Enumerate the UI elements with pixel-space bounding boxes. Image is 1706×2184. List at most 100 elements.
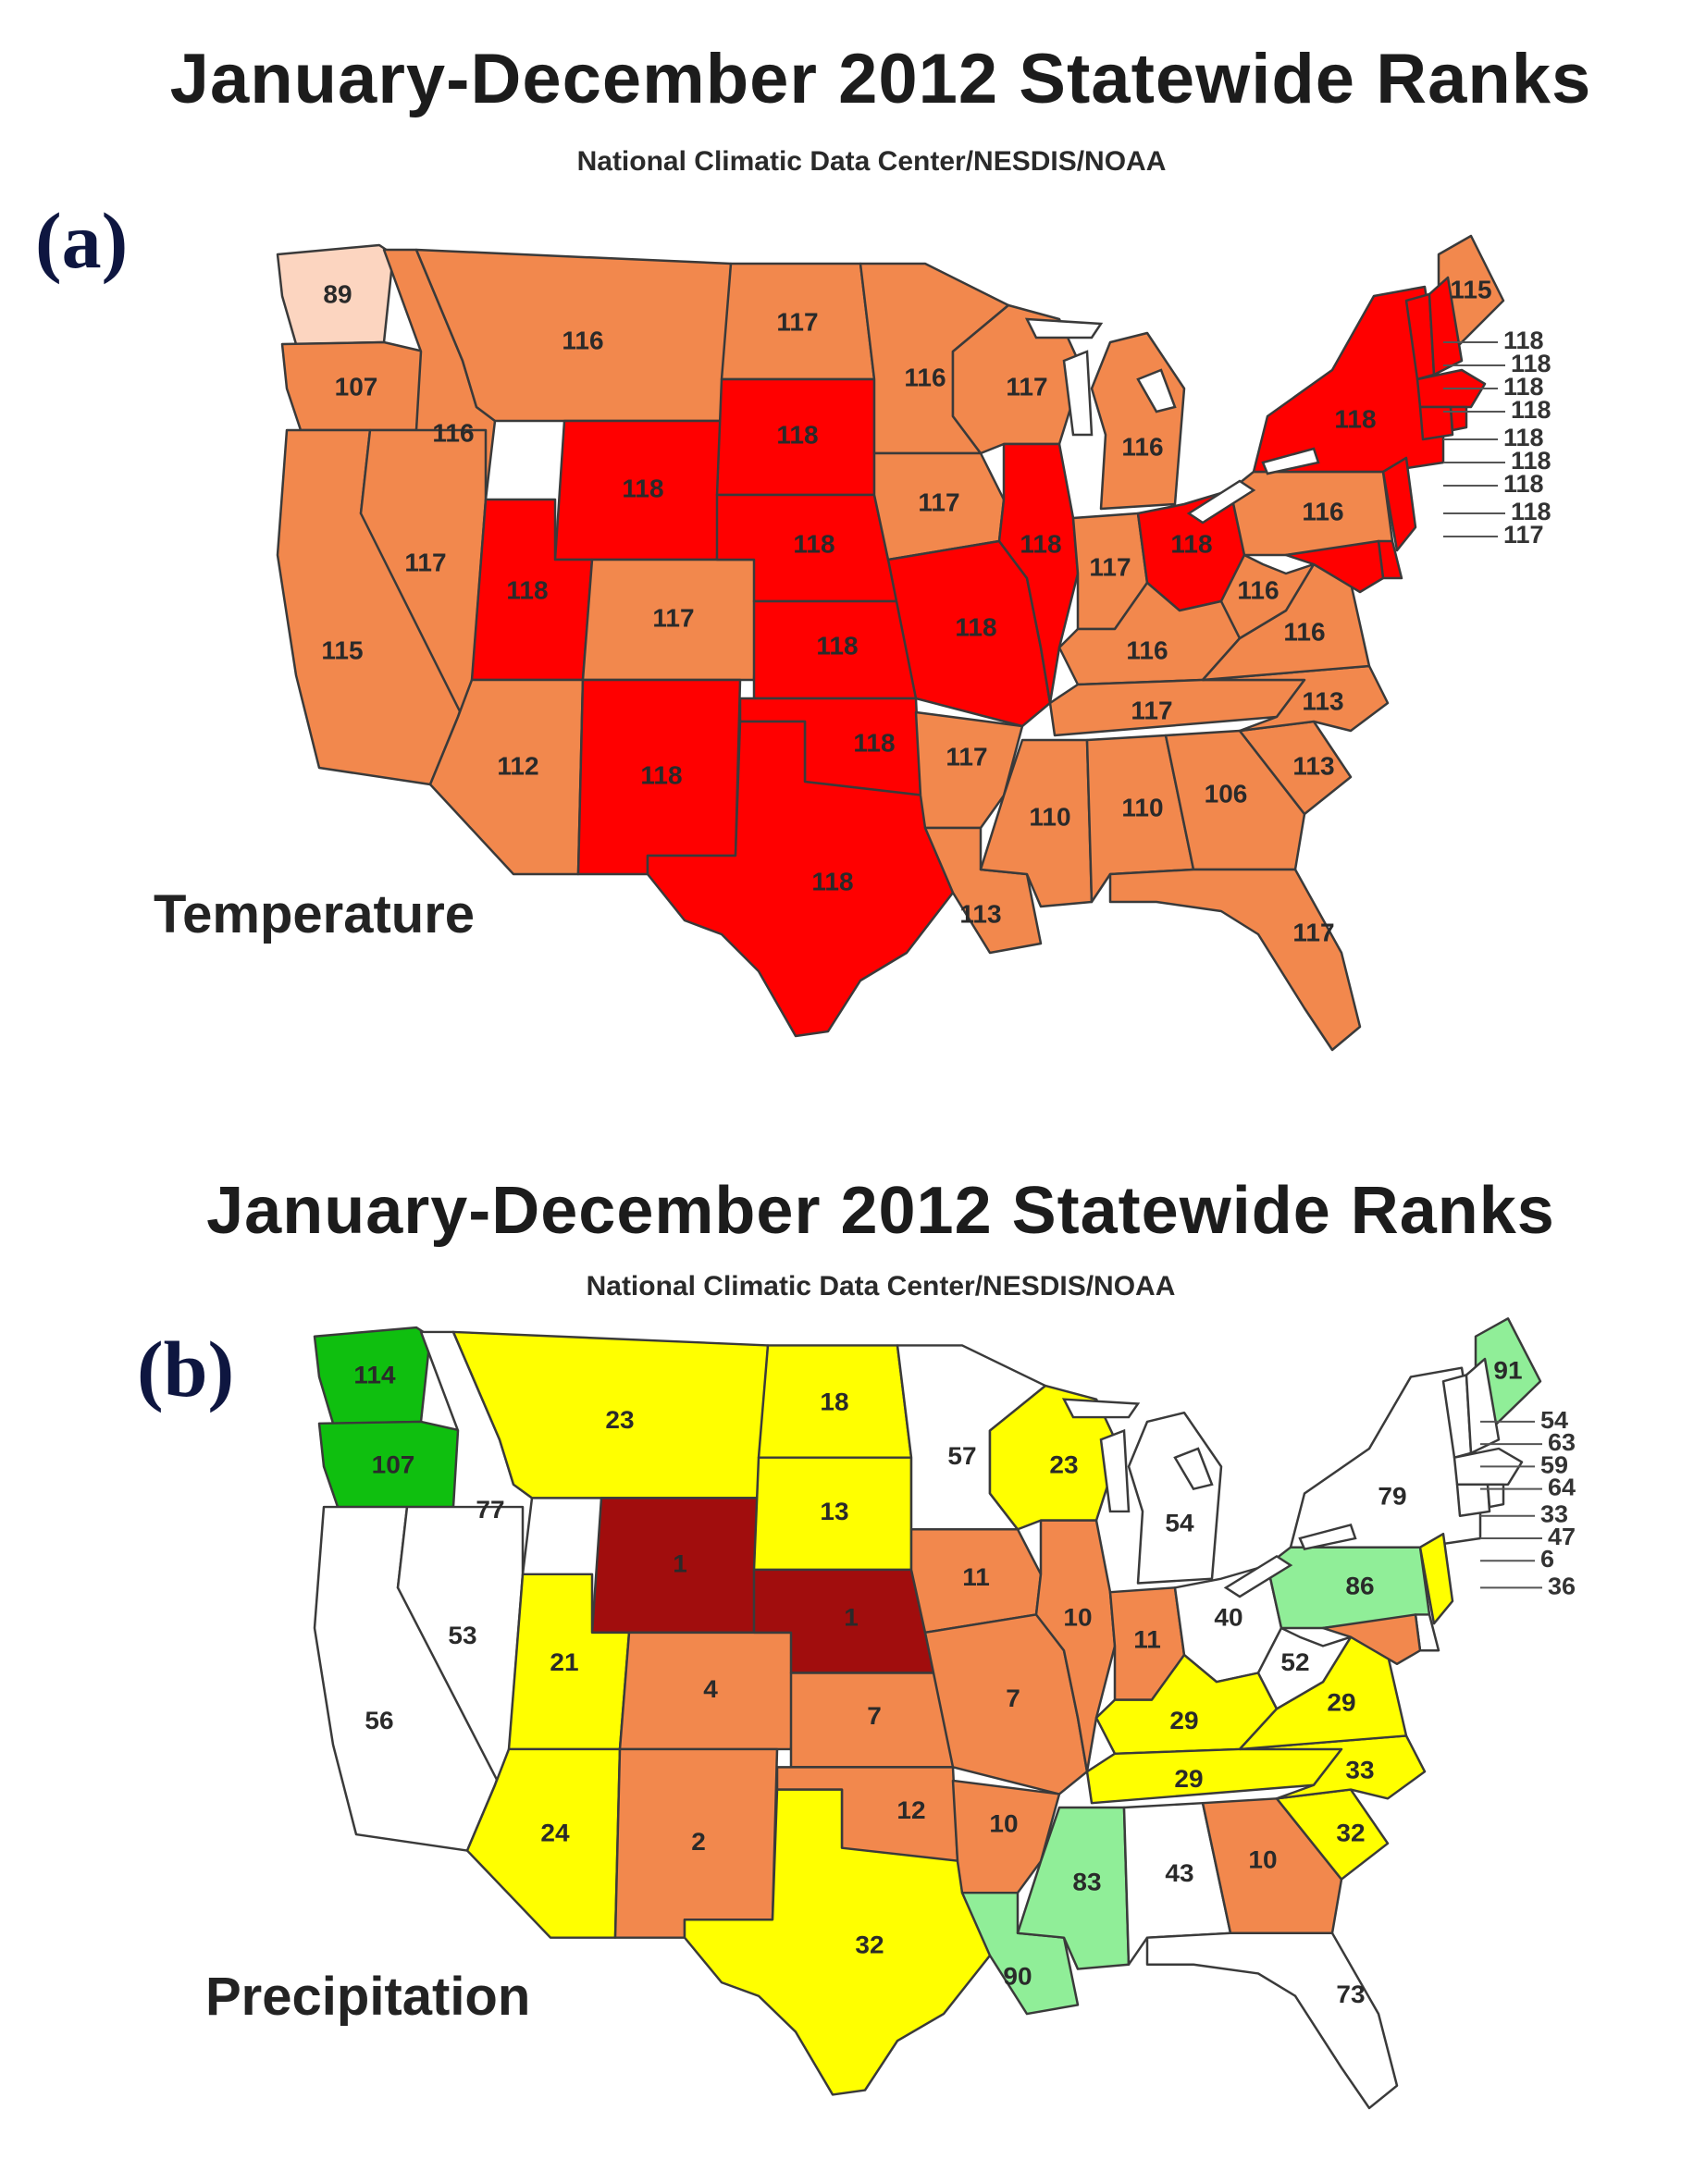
rank-label-in: 11 [1133,1625,1161,1654]
rank-label-mt: 23 [605,1405,634,1434]
precipitation-map: 114 107 56 77 53 23 1 21 4 24 2 18 13 1 7 12 32 57 11 7 10 90… [313,1317,1576,2110]
map-group: 114 107 56 77 53 23 1 21 4 24 2 18 13 1 7 12 32 57 11 7 10 90… [313,1317,1576,2110]
panel-subtitle: National Climatic Data Center/NESDIS/NOA… [586,1271,1176,1302]
rank-label-va: 116 [1283,617,1325,646]
panel-label: (a) [35,196,129,285]
rank-label-nv: 53 [448,1621,476,1649]
temperature-panel: January-December 2012 Statewide Ranks Na… [35,40,1590,1052]
rank-label-tn: 29 [1174,1764,1203,1793]
rank-label-mn: 57 [947,1441,976,1470]
great-lake [1298,1523,1357,1551]
rank-label-ar: 10 [989,1809,1018,1838]
great-lake [1223,1554,1293,1598]
rank-label-ky: 116 [1126,635,1168,664]
rank-label-ms: 83 [1072,1868,1101,1896]
rank-label-tx: 32 [855,1931,884,1959]
great-lake [1261,447,1320,475]
callout-rank-label: 118 [1503,424,1544,451]
rank-label-co: 4 [703,1674,718,1703]
rank-label-nd: 117 [776,307,818,336]
rank-label-ar: 117 [946,742,987,771]
callout-rank-label: 36 [1548,1573,1576,1600]
rank-label-pa: 86 [1345,1572,1374,1600]
rank-label-la: 90 [1003,1962,1032,1991]
rank-label-tn: 117 [1131,696,1172,724]
rank-label-mo: 118 [955,612,996,641]
great-lake [1136,368,1177,413]
rank-label-mo: 7 [1006,1684,1020,1712]
state-nh [1465,1357,1501,1455]
state-mi [1127,1411,1223,1585]
state-ct [1418,405,1454,441]
rank-label-ne: 1 [844,1603,859,1632]
state-wv [1256,1626,1353,1710]
rank-label-va: 29 [1327,1688,1355,1717]
rank-label-la: 113 [959,899,1001,928]
callout-rank-label: 118 [1511,447,1551,475]
state-nc [1201,664,1390,733]
great-lake [1062,350,1094,437]
great-lake [1186,479,1256,524]
rank-label-ut: 21 [550,1647,578,1676]
rank-label-nc: 33 [1345,1756,1374,1784]
great-lake [1024,317,1104,339]
callout-rank-label: 118 [1511,350,1551,377]
state-nj [1418,1532,1454,1625]
rank-label-az: 24 [540,1819,570,1847]
rank-label-co: 117 [652,603,694,632]
state-wv [1219,553,1316,640]
panel-subtitle: National Climatic Data Center/NESDIS/NOA… [576,146,1167,177]
rank-label-mi: 54 [1165,1509,1194,1537]
rank-label-or: 107 [335,372,378,401]
rank-label-wa: 89 [323,279,352,308]
rank-label-wi: 23 [1049,1450,1078,1479]
callout-rank-label: 118 [1511,396,1551,424]
state-nc [1238,1734,1427,1800]
rank-label-mn: 116 [904,363,946,391]
rank-label-ca: 115 [321,635,363,664]
rank-label-pa: 116 [1302,497,1343,525]
rank-label-fl: 73 [1336,1980,1365,2008]
rank-label-id: 116 [432,418,474,447]
rank-label-nm: 2 [691,1827,706,1856]
callout-rank-label: 33 [1540,1500,1568,1528]
rank-label-fl: 117 [1292,918,1334,946]
rank-label-sd: 13 [820,1497,848,1525]
map-name: Temperature [154,884,476,944]
rank-label-wv: 116 [1237,575,1279,604]
state-ri [1449,405,1468,432]
callout-rank-label: 118 [1511,498,1551,525]
rank-label-ga: 106 [1205,779,1248,808]
state-fl [1145,1931,1399,2110]
panel-label: (b) [137,1325,235,1413]
rank-label-sd: 118 [776,420,818,449]
rank-label-al: 110 [1121,793,1163,821]
rank-label-ms: 110 [1029,802,1070,831]
state-ct [1455,1483,1491,1517]
rank-label-ny: 79 [1378,1482,1406,1511]
precipitation-panel: January-December 2012 Statewide Ranks Na… [0,1138,1706,2184]
state-nj [1381,456,1417,552]
rank-label-ia: 117 [918,487,959,516]
rank-label-wy: 118 [622,474,663,502]
callout-rank-label: 118 [1503,470,1544,498]
rank-label-al: 43 [1165,1858,1193,1887]
rank-label-in: 117 [1089,552,1131,581]
state-tx [683,1788,992,2096]
rank-label-wa: 114 [353,1361,396,1389]
callout-rank-label: 47 [1548,1523,1576,1550]
great-lake [1061,1398,1141,1419]
rank-label-sc: 32 [1336,1819,1365,1847]
rank-label-oh: 40 [1214,1603,1242,1632]
rank-label-nc: 113 [1302,686,1343,715]
rank-label-il: 10 [1063,1603,1092,1632]
rank-label-nm: 118 [640,760,682,789]
rank-label-ks: 118 [816,631,858,660]
rank-label-nv: 117 [404,548,446,576]
rank-label-ky: 29 [1169,1706,1198,1734]
state-mi [1090,331,1186,511]
rank-label-or: 107 [372,1450,415,1479]
rank-label-ca: 56 [365,1706,393,1734]
rank-label-tx: 118 [811,867,853,895]
